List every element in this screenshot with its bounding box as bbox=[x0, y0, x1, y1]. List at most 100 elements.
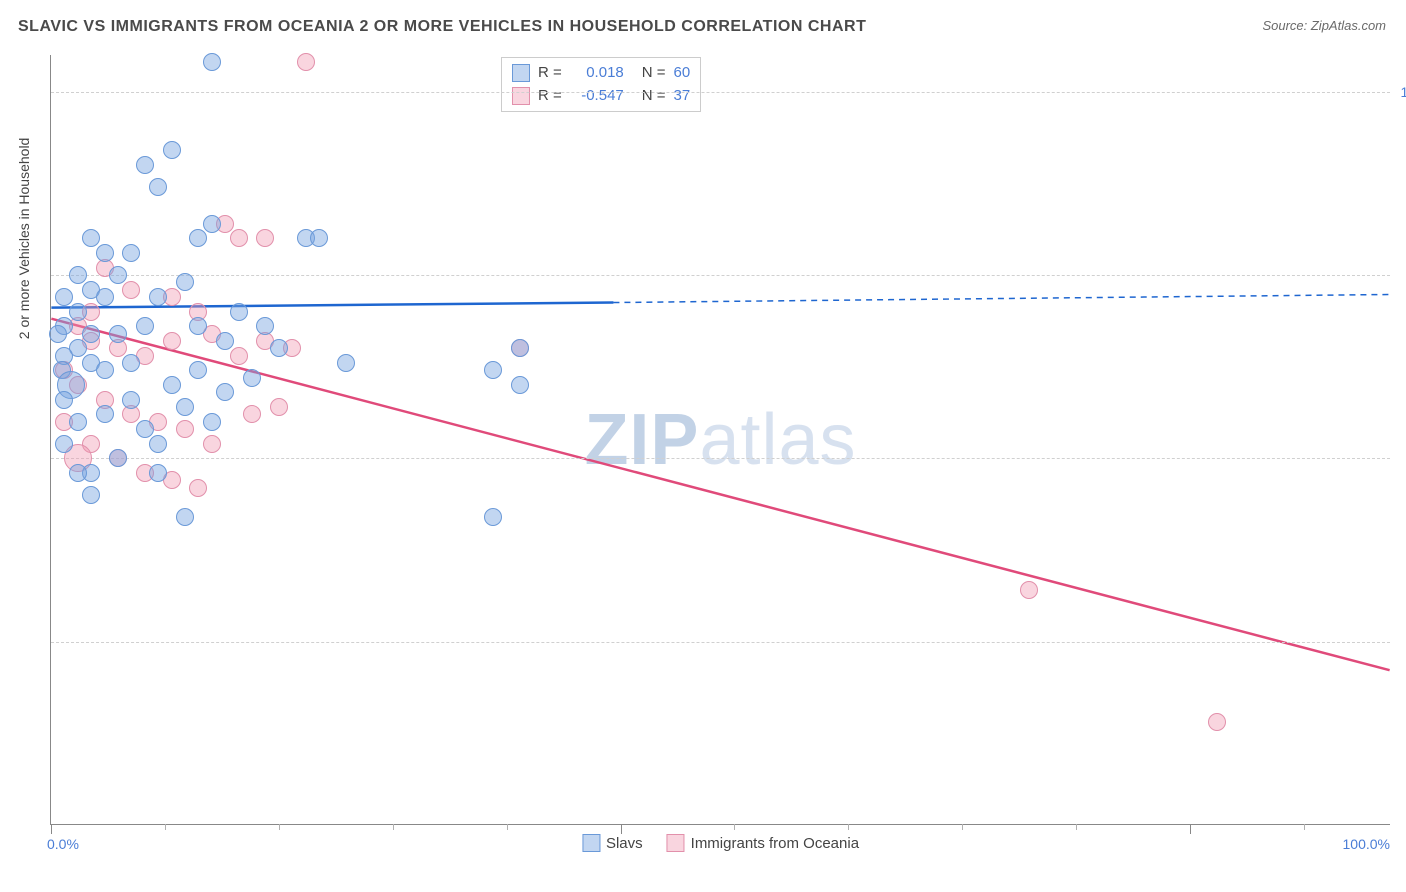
slavs-point bbox=[82, 325, 100, 343]
slavs-point bbox=[511, 376, 529, 394]
legend-n-value: 37 bbox=[674, 85, 691, 108]
slavs-point bbox=[82, 229, 100, 247]
legend-top-row: R = 0.018 N = 60 bbox=[512, 62, 690, 85]
slavs-point bbox=[136, 317, 154, 335]
legend-swatch bbox=[512, 64, 530, 82]
oceania-point bbox=[297, 53, 315, 71]
oceania-point bbox=[256, 229, 274, 247]
legend-r-label: R = bbox=[538, 85, 562, 108]
slavs-point bbox=[163, 376, 181, 394]
oceania-point bbox=[270, 398, 288, 416]
slavs-point bbox=[256, 317, 274, 335]
legend-n-label: N = bbox=[642, 62, 666, 85]
slavs-point bbox=[176, 273, 194, 291]
legend-n-value: 60 bbox=[674, 62, 691, 85]
x-tick-minor bbox=[165, 824, 166, 830]
legend-bottom-item: Slavs bbox=[582, 834, 643, 852]
slavs-point bbox=[69, 464, 87, 482]
slavs-point bbox=[149, 288, 167, 306]
legend-series-label: Slavs bbox=[606, 835, 643, 852]
slavs-point bbox=[109, 325, 127, 343]
slavs-point bbox=[216, 383, 234, 401]
oceania-point bbox=[230, 229, 248, 247]
legend-r-label: R = bbox=[538, 62, 562, 85]
slavs-point bbox=[136, 156, 154, 174]
slavs-point bbox=[96, 361, 114, 379]
legend-bottom-item: Immigrants from Oceania bbox=[667, 834, 859, 852]
slavs-point bbox=[203, 215, 221, 233]
correlation-legend: R = 0.018 N = 60 R = -0.547 N = 37 bbox=[501, 57, 701, 112]
slavs-point bbox=[122, 391, 140, 409]
slavs-point bbox=[149, 435, 167, 453]
gridline-h bbox=[51, 275, 1390, 276]
oceania-point bbox=[1208, 713, 1226, 731]
slavs-point bbox=[203, 53, 221, 71]
y-tick-label: 50.0% bbox=[1396, 450, 1406, 466]
x-tick-major bbox=[1190, 824, 1191, 834]
slavs-point bbox=[109, 266, 127, 284]
oceania-point bbox=[189, 479, 207, 497]
oceania-point bbox=[1020, 581, 1038, 599]
legend-n-label: N = bbox=[642, 85, 666, 108]
watermark-light: atlas bbox=[699, 400, 856, 480]
chart-title: SLAVIC VS IMMIGRANTS FROM OCEANIA 2 OR M… bbox=[18, 18, 866, 36]
oceania-point bbox=[203, 435, 221, 453]
y-tick-label: 25.0% bbox=[1396, 634, 1406, 650]
slavs-point bbox=[270, 339, 288, 357]
slavs-point bbox=[55, 435, 73, 453]
x-tick-minor bbox=[962, 824, 963, 830]
oceania-point bbox=[163, 332, 181, 350]
oceania-point bbox=[230, 347, 248, 365]
x-tick-minor bbox=[507, 824, 508, 830]
slavs-point bbox=[337, 354, 355, 372]
slavs-point bbox=[511, 339, 529, 357]
slavs-point bbox=[189, 361, 207, 379]
slavs-point bbox=[176, 508, 194, 526]
x-tick-minor bbox=[279, 824, 280, 830]
slavs-point bbox=[122, 354, 140, 372]
slavs-point bbox=[203, 413, 221, 431]
watermark-bold: ZIP bbox=[584, 400, 699, 480]
legend-r-value: 0.018 bbox=[570, 62, 624, 85]
x-tick-minor bbox=[848, 824, 849, 830]
slavs-point bbox=[82, 486, 100, 504]
gridline-h bbox=[51, 458, 1390, 459]
slavs-point bbox=[96, 288, 114, 306]
x-tick-major bbox=[51, 824, 52, 834]
x-tick-minor bbox=[734, 824, 735, 830]
watermark-text: ZIPatlas bbox=[584, 399, 856, 481]
scatter-plot-area: ZIPatlas R = 0.018 N = 60 R = -0.547 N =… bbox=[50, 55, 1390, 825]
y-tick-label: 100.0% bbox=[1396, 84, 1406, 100]
x-tick-minor bbox=[1304, 824, 1305, 830]
slavs-trend-solid bbox=[51, 303, 613, 308]
slavs-point bbox=[243, 369, 261, 387]
x-tick-major bbox=[621, 824, 622, 834]
legend-top-row: R = -0.547 N = 37 bbox=[512, 85, 690, 108]
slavs-point bbox=[149, 464, 167, 482]
slavs-point bbox=[109, 449, 127, 467]
slavs-point bbox=[149, 178, 167, 196]
slavs-point bbox=[96, 405, 114, 423]
slavs-point bbox=[55, 391, 73, 409]
slavs-point bbox=[310, 229, 328, 247]
gridline-h bbox=[51, 92, 1390, 93]
slavs-point bbox=[484, 508, 502, 526]
slavs-point bbox=[484, 361, 502, 379]
gridline-h bbox=[51, 642, 1390, 643]
slavs-point bbox=[216, 332, 234, 350]
x-tick-minor bbox=[1076, 824, 1077, 830]
slavs-point bbox=[189, 229, 207, 247]
slavs-point bbox=[189, 317, 207, 335]
oceania-point bbox=[243, 405, 261, 423]
x-axis-tick-100: 100.0% bbox=[1343, 836, 1390, 852]
x-axis-tick-0: 0.0% bbox=[47, 836, 79, 852]
legend-swatch bbox=[582, 834, 600, 852]
slavs-point bbox=[55, 288, 73, 306]
legend-swatch bbox=[667, 834, 685, 852]
slavs-point bbox=[96, 244, 114, 262]
y-axis-label: 2 or more Vehicles in Household bbox=[16, 138, 32, 340]
slavs-point bbox=[136, 420, 154, 438]
x-tick-minor bbox=[393, 824, 394, 830]
oceania-point bbox=[176, 420, 194, 438]
slavs-point bbox=[49, 325, 67, 343]
